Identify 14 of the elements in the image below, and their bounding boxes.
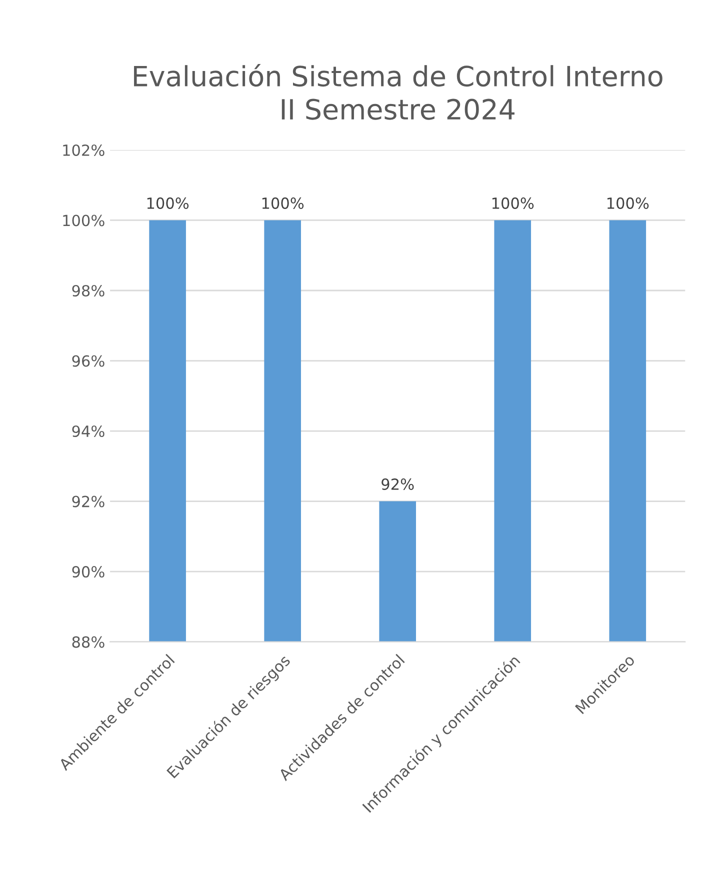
- chart-title: Evaluación Sistema de Control Interno II Semestre 2024: [134, 64, 662, 120]
- y-tick-label: 92%: [72, 496, 104, 508]
- data-label: 100%: [492, 197, 534, 209]
- y-tick-label: 102%: [63, 144, 104, 156]
- data-label: 100%: [607, 197, 649, 209]
- y-tick-label: 90%: [72, 566, 104, 578]
- y-tick-label: 100%: [63, 214, 104, 226]
- data-label: 100%: [262, 197, 304, 209]
- data-label: 100%: [147, 197, 189, 209]
- y-tick-label: 98%: [72, 284, 104, 297]
- y-tick-label: 96%: [72, 355, 104, 367]
- data-label: 92%: [382, 478, 414, 490]
- y-tick-label: 88%: [72, 636, 104, 648]
- y-tick-label: 94%: [72, 425, 104, 438]
